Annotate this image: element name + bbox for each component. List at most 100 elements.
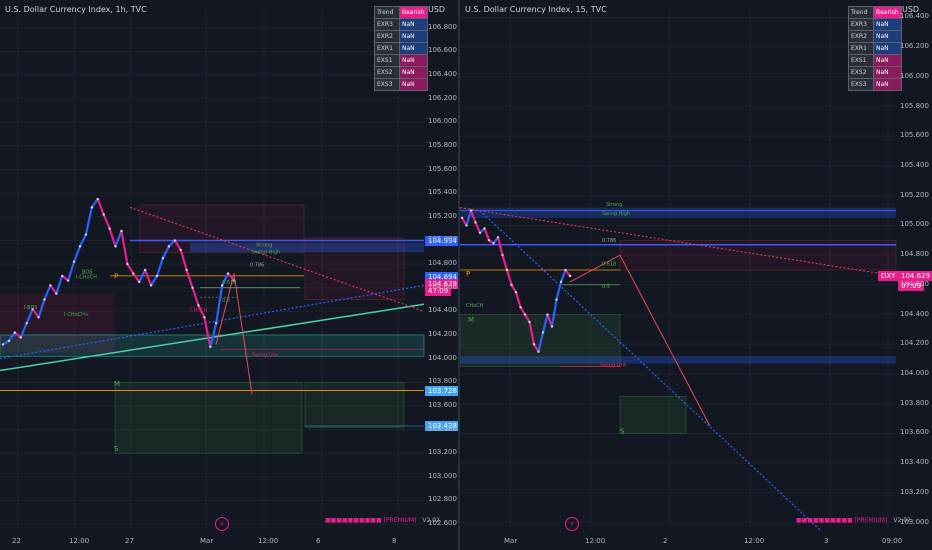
y-tick-label: 105.400 bbox=[900, 161, 929, 169]
left-chart-pane[interactable]: Strong Swing High Swing Low 0.786 0.618 0.5 BO… bbox=[0, 0, 458, 550]
price-badge: 07:09 bbox=[898, 280, 925, 291]
price-segment bbox=[501, 254, 509, 271]
y-tick-label: 105.000 bbox=[900, 220, 929, 229]
zone-box bbox=[304, 381, 405, 428]
left-premium-label: ■■■■■■■■■■ [PREMIUM] V2.02 bbox=[325, 517, 440, 524]
pane-divider[interactable] bbox=[458, 0, 460, 550]
y-tick-label: 102.800 bbox=[428, 495, 457, 504]
right-bolt-icon[interactable]: ⚡ bbox=[565, 517, 579, 531]
zone-box bbox=[460, 207, 896, 218]
trend-table-value: NaN bbox=[873, 42, 902, 55]
y-tick-label: 105.600 bbox=[900, 131, 929, 140]
chart-annotation: S bbox=[114, 445, 119, 453]
trend-table-row: EXS2 NaN bbox=[848, 66, 902, 79]
trend-table-value: NaN bbox=[399, 78, 428, 91]
y-tick-label: 106.200 bbox=[428, 93, 457, 102]
trend-table-key: EXR1 bbox=[848, 42, 874, 55]
price-point bbox=[541, 331, 545, 334]
x-tick-label: 09:00 bbox=[882, 537, 903, 545]
price-point bbox=[161, 256, 165, 260]
y-tick-label: 106.200 bbox=[900, 42, 929, 51]
price-point bbox=[149, 284, 153, 287]
trend-table-value: NaN bbox=[399, 18, 428, 31]
right-version-text: V2.02 bbox=[893, 517, 911, 524]
price-point bbox=[496, 236, 500, 239]
price-point bbox=[96, 197, 99, 201]
trend-table-row: EXR2 NaN bbox=[848, 30, 902, 43]
right-chart-canvas[interactable]: Strong Swing High Swing Low 0.786 0.618 0.5 CH… bbox=[460, 0, 932, 550]
y-tick-label: 106.400 bbox=[428, 70, 457, 78]
chart-annotation: BOS bbox=[82, 270, 92, 276]
chart-annotation: Swing High bbox=[602, 211, 630, 217]
price-point bbox=[167, 245, 171, 248]
y-tick-label: 103.000 bbox=[428, 471, 457, 480]
price-point bbox=[7, 339, 11, 343]
price-point bbox=[120, 229, 123, 233]
price-segment bbox=[555, 281, 563, 300]
x-tick-label: 12:00 bbox=[744, 537, 765, 545]
trend-table-key: Trend bbox=[374, 6, 400, 19]
price-segment bbox=[120, 230, 129, 265]
price-segment bbox=[483, 228, 491, 241]
zone-box bbox=[304, 237, 405, 300]
price-segment bbox=[161, 245, 170, 259]
y-tick-label: 105.200 bbox=[900, 190, 929, 199]
chart-annotation: CHoCH bbox=[466, 303, 484, 309]
price-point bbox=[31, 307, 34, 311]
price-segment bbox=[55, 275, 64, 294]
x-tick-label: 22 bbox=[12, 537, 21, 545]
price-segment bbox=[519, 306, 526, 316]
x-tick-label: 12:00 bbox=[585, 537, 606, 545]
zone-box bbox=[190, 242, 424, 253]
zone-box bbox=[460, 356, 896, 364]
right-chart-pane[interactable]: Strong Swing High Swing Low 0.786 0.618 0.5 CH… bbox=[460, 0, 932, 550]
price-segment bbox=[505, 269, 513, 286]
trend-table-row: EXR3 NaN bbox=[848, 18, 902, 31]
y-tick-label: 103.600 bbox=[428, 400, 457, 409]
y-tick-label: 104.400 bbox=[900, 309, 929, 318]
price-segment bbox=[43, 284, 52, 300]
chart-annotation: CHoCH bbox=[190, 307, 208, 313]
price-point bbox=[84, 233, 88, 236]
chart-annotation: P bbox=[466, 270, 470, 278]
price-segment bbox=[25, 308, 34, 324]
price-point bbox=[474, 221, 477, 224]
price-point bbox=[155, 274, 159, 278]
chart-annotation: P bbox=[114, 272, 118, 280]
price-segment bbox=[8, 331, 16, 342]
trend-table-value: NaN bbox=[399, 66, 428, 79]
trend-table-value: Bearish bbox=[399, 6, 428, 19]
price-point bbox=[220, 284, 224, 287]
left-bolt-icon[interactable]: ⚡ bbox=[215, 517, 229, 531]
y-tick-label: 104.400 bbox=[428, 306, 457, 315]
price-segment bbox=[197, 304, 206, 318]
right-trend-table: Trend Bearish EXR3 NaN EXR2 NaN EXR1 NaN EXS1 NaN… bbox=[848, 6, 902, 91]
y-tick-label: 104.200 bbox=[900, 339, 929, 348]
y-tick-label: 106.600 bbox=[428, 46, 457, 55]
right-premium-label: ■■■■■■■■■■ [PREMIUM] V2.02 bbox=[796, 517, 911, 524]
price-point bbox=[43, 298, 46, 301]
price-point bbox=[478, 231, 482, 235]
y-tick-label: 103.400 bbox=[428, 424, 457, 433]
price-segment bbox=[179, 249, 188, 271]
chart-annotation: 0.5 bbox=[222, 298, 230, 304]
chart-annotation: 0.618 bbox=[222, 280, 236, 286]
price-point bbox=[72, 260, 76, 263]
y-tick-label: 106.000 bbox=[900, 71, 929, 80]
trend-table-value: NaN bbox=[873, 54, 902, 67]
price-point bbox=[465, 224, 468, 227]
price-segment bbox=[221, 273, 230, 286]
price-point bbox=[185, 268, 188, 272]
price-point bbox=[487, 239, 491, 242]
price-segment bbox=[90, 198, 99, 209]
zone-box bbox=[619, 395, 687, 434]
price-segment bbox=[474, 222, 482, 234]
y-tick-label: 105.800 bbox=[428, 140, 457, 149]
y-tick-label: 106.800 bbox=[428, 22, 457, 31]
left-trend-table: Trend Bearish EXR3 NaN EXR2 NaN EXR1 NaN EXS1 NaN… bbox=[374, 6, 428, 91]
y-tick-label: 105.000 bbox=[428, 235, 457, 244]
price-segment bbox=[191, 287, 200, 306]
price-segment bbox=[102, 214, 111, 230]
trend-table-value: Bearish bbox=[873, 6, 902, 19]
